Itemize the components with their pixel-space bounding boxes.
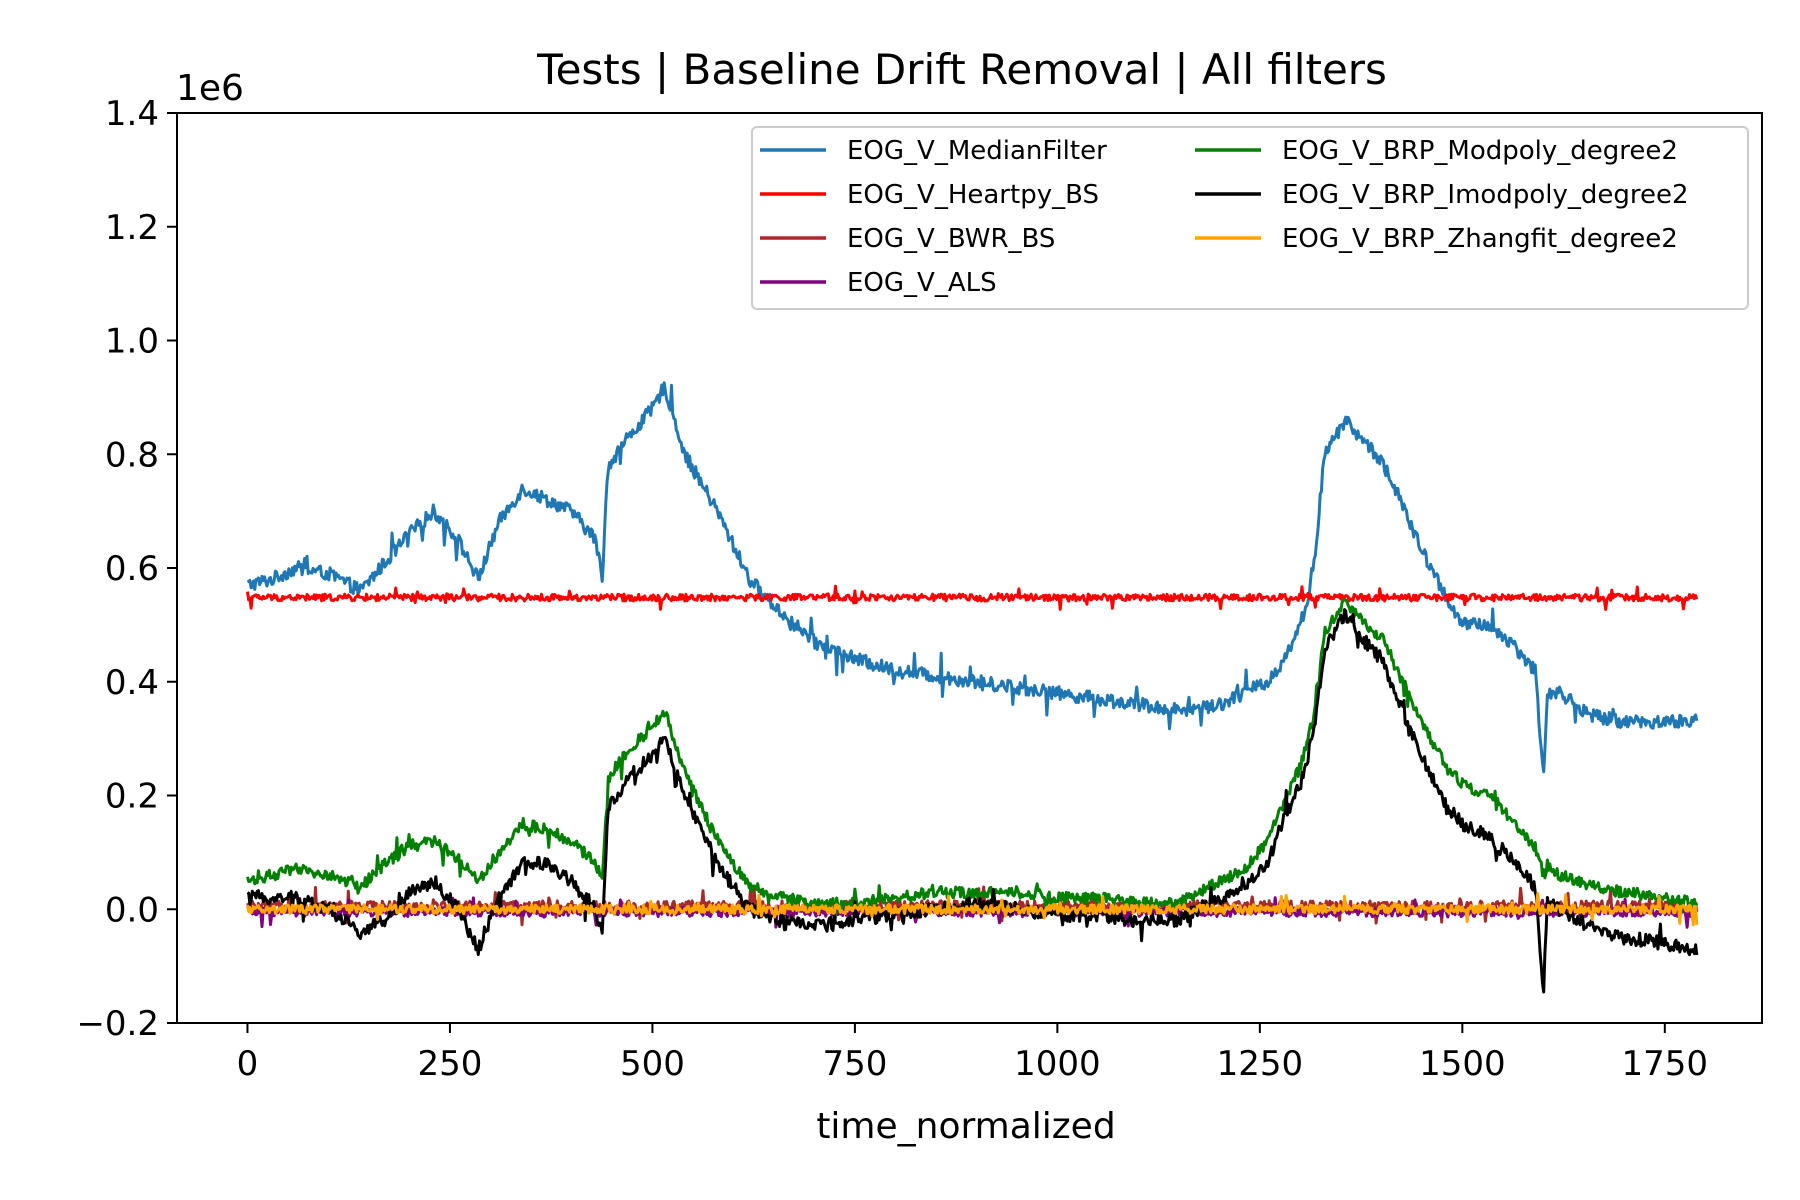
x-tick-label: 1000 — [1014, 1044, 1101, 1084]
y-tick-label: 0.4 — [105, 663, 159, 703]
series-line-EOG_V_MedianFilter — [246, 381, 1699, 774]
x-axis-label: time_normalized — [816, 1106, 1115, 1147]
x-tick-label: 250 — [417, 1044, 482, 1084]
legend-label: EOG_V_BRP_Imodpoly_degree2 — [1282, 180, 1689, 210]
legend-label: EOG_V_BWR_BS — [847, 224, 1055, 254]
x-tick-label: 1250 — [1217, 1044, 1304, 1084]
legend-label: EOG_V_Heartpy_BS — [847, 180, 1099, 210]
legend-label: EOG_V_BRP_Modpoly_degree2 — [1282, 136, 1678, 166]
y-tick-label: 0.0 — [105, 890, 159, 930]
legend: EOG_V_MedianFilter EOG_V_Heartpy_BS EOG_V_… — [751, 126, 1749, 310]
x-tick-label: 1750 — [1622, 1044, 1709, 1084]
y-offset-label: 1e6 — [176, 68, 244, 109]
plot-frame — [176, 112, 1763, 1024]
axes-ticks: 0 250 500 750 1000 1250 1500 1750 −0.2 0.0 0.2 0.4 0… — [76, 94, 1708, 1084]
series-line-EOG_V_Heartpy_BS — [246, 584, 1699, 611]
legend-label: EOG_V_MedianFilter — [847, 136, 1107, 166]
plot-area — [246, 381, 1699, 994]
series-line-EOG_V_BRP_Imodpoly_degree2 — [246, 608, 1699, 994]
y-tick-label: 0.6 — [105, 549, 159, 589]
x-tick-label: 500 — [620, 1044, 685, 1084]
legend-box — [751, 126, 1749, 310]
chart-title: Tests | Baseline Drift Removal | All fil… — [536, 45, 1387, 94]
x-tick-label: 0 — [237, 1044, 259, 1084]
y-tick-label: 0.8 — [105, 435, 159, 475]
series-line-EOG_V_BRP_Modpoly_degree2 — [246, 598, 1699, 920]
y-tick-label: 1.2 — [105, 208, 159, 248]
y-tick-label: −0.2 — [76, 1004, 159, 1044]
y-tick-label: 1.0 — [105, 322, 159, 362]
legend-label: EOG_V_ALS — [847, 268, 997, 298]
legend-label: EOG_V_BRP_Zhangfit_degree2 — [1282, 224, 1678, 254]
x-tick-label: 1500 — [1419, 1044, 1506, 1084]
x-tick-label: 750 — [822, 1044, 887, 1084]
series-line-EOG_V_BRP_Zhangfit_degree2 — [246, 892, 1699, 927]
y-tick-label: 1.4 — [105, 94, 159, 134]
y-tick-label: 0.2 — [105, 777, 159, 817]
